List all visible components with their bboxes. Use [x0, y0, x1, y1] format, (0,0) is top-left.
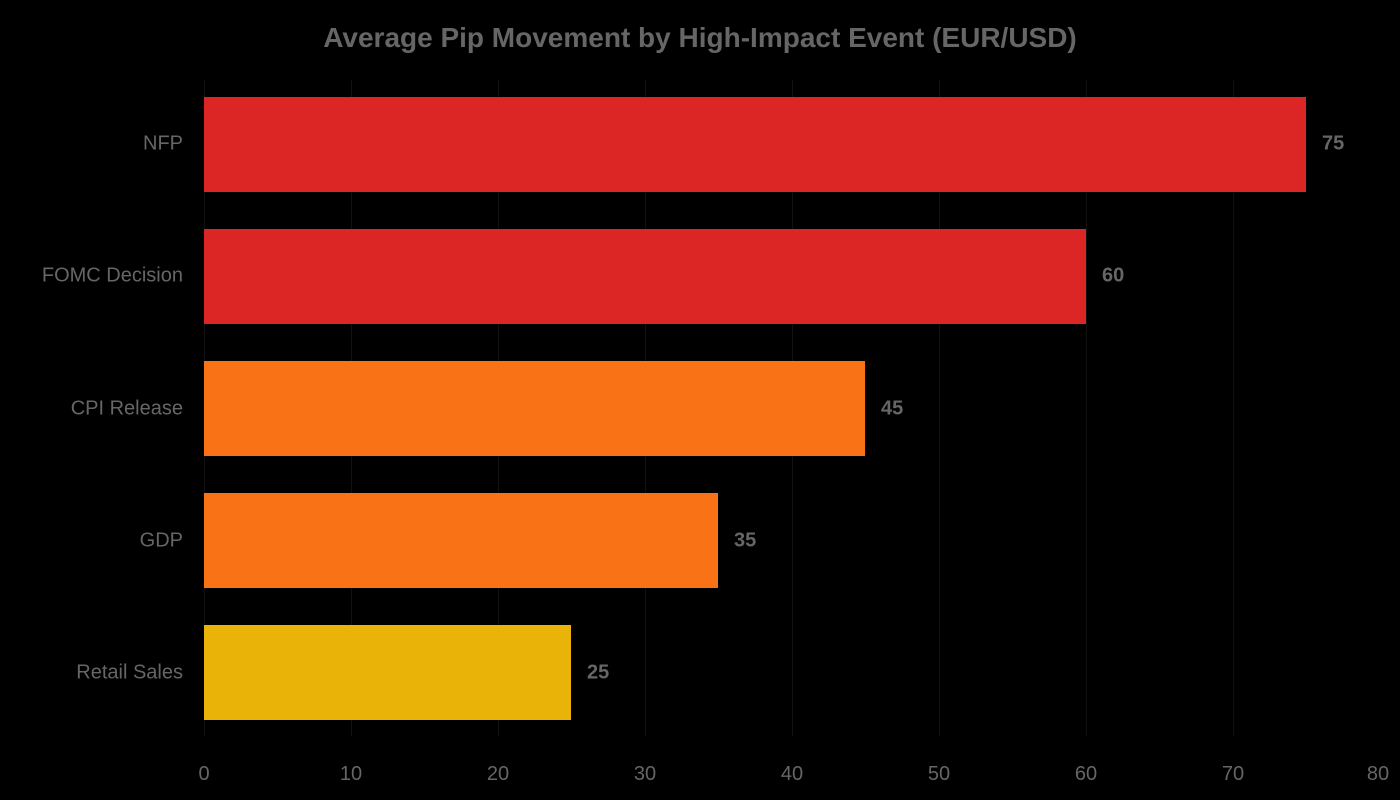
value-label: 60: [1102, 264, 1125, 287]
value-label: 45: [881, 397, 904, 420]
x-tick-label: 50: [927, 763, 951, 785]
x-tick-label: 20: [486, 763, 510, 785]
bar-cpi-release: [204, 361, 865, 456]
x-tick-label: 30: [633, 763, 657, 785]
x-tick-label: 70: [1221, 763, 1245, 785]
category-label: NFP: [143, 132, 183, 155]
category-label: CPI Release: [70, 397, 183, 420]
value-label: 25: [587, 661, 610, 684]
bar-gdp: [204, 493, 718, 588]
bar-nfp: [204, 97, 1306, 192]
x-tick-label: 60: [1074, 763, 1098, 785]
x-tick-label: 40: [780, 763, 804, 785]
plot-area: 75 60 45 35 25: [204, 80, 1380, 736]
gridline: [1086, 80, 1087, 736]
category-label: Retail Sales: [76, 661, 183, 684]
bar-retail-sales: [204, 625, 571, 720]
value-label: 75: [1322, 132, 1345, 155]
gridline: [939, 80, 940, 736]
category-label: FOMC Decision: [41, 264, 183, 287]
bar-fomc-decision: [204, 229, 1086, 324]
gridline: [1233, 80, 1234, 736]
value-label: 35: [734, 529, 757, 552]
x-tick-label: 0: [198, 763, 210, 785]
x-tick-label: 80: [1366, 763, 1390, 785]
chart-title: Average Pip Movement by High-Impact Even…: [323, 22, 1077, 53]
category-label: GDP: [139, 529, 183, 552]
x-tick-label: 10: [339, 763, 363, 785]
